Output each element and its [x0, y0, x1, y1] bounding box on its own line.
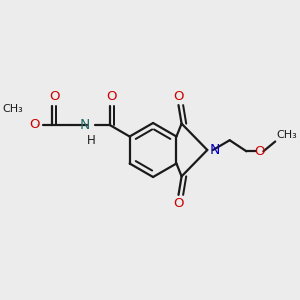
Text: O: O	[49, 90, 59, 103]
Text: CH₃: CH₃	[2, 104, 23, 114]
Text: O: O	[173, 197, 184, 211]
Text: N: N	[80, 118, 90, 132]
Text: O: O	[254, 145, 265, 158]
Text: O: O	[29, 118, 39, 131]
Text: CH₃: CH₃	[276, 130, 297, 140]
Text: H: H	[87, 134, 95, 147]
Text: O: O	[173, 89, 184, 103]
Text: N: N	[209, 143, 220, 157]
Text: O: O	[107, 90, 117, 103]
